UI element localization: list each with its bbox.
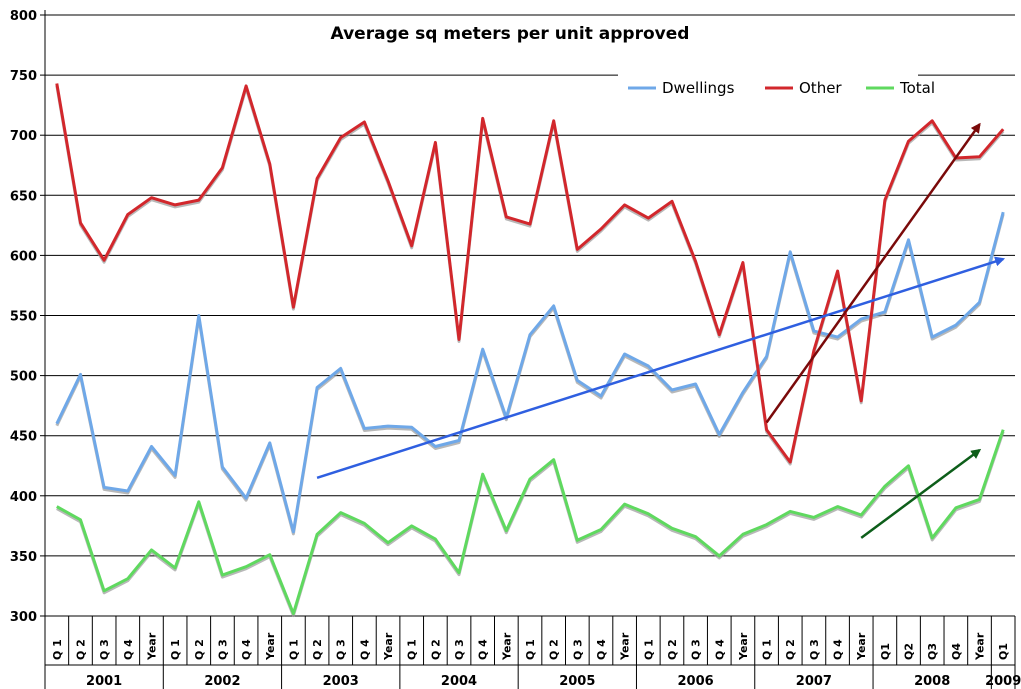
x-tick-label-1: Q 2 <box>74 639 87 660</box>
x-tick-label-15: Q 1 <box>406 639 419 660</box>
x-tick-label-4: Year <box>145 632 158 661</box>
x-tick-label-9: Year <box>264 632 277 661</box>
series-lines <box>55 83 1005 618</box>
x-tick-label-2: Q 3 <box>98 639 111 660</box>
series-shadow-other <box>55 85 1005 466</box>
x-tick-label-38: Q4 <box>950 643 963 660</box>
y-tick-label-400: 400 <box>10 490 37 505</box>
year-label-2004: 2004 <box>441 674 477 689</box>
x-tick-label-34: Year <box>855 632 868 661</box>
x-tick-label-35: Q1 <box>879 643 892 660</box>
year-group-labels: 2001 2002 2003 2004 2005 2006 2007 2008 2009 <box>86 665 1021 689</box>
x-tick-label-33: Q 4 <box>832 639 845 660</box>
x-tick-label-29: Year <box>737 632 750 661</box>
total-trend-arrow <box>860 448 982 539</box>
legend-label-dwellings: Dwellings <box>662 79 735 97</box>
y-tick-label-650: 650 <box>10 189 37 204</box>
x-tick-label-3: Q 4 <box>122 639 135 660</box>
x-tick-label-11: Q 2 <box>311 639 324 660</box>
y-tick-label-500: 500 <box>10 370 37 385</box>
x-tick-label-0: Q 1 <box>51 639 64 660</box>
year-label-2005: 2005 <box>559 674 595 689</box>
x-tick-label-16: Q 2 <box>429 639 442 660</box>
year-label-2006: 2006 <box>678 674 714 689</box>
x-tick-label-39: Year <box>974 632 987 661</box>
x-tick-label-8: Q 4 <box>240 639 253 660</box>
x-tick-label-37: Q3 <box>926 643 939 660</box>
x-tick-label-36: Q2 <box>903 643 916 660</box>
x-tick-label-14: Year <box>382 632 395 661</box>
chart-title: Average sq meters per unit approved <box>331 24 690 44</box>
x-tick-label-12: Q 3 <box>335 639 348 660</box>
x-tick-label-19: Year <box>500 632 513 661</box>
x-tick-label-20: Q 1 <box>524 639 537 660</box>
dwellings-trend-arrow <box>316 256 1006 479</box>
x-tick-label-25: Q 1 <box>642 639 655 660</box>
axes <box>44 10 1015 689</box>
x-tick-label-24: Year <box>619 632 632 661</box>
x-axis-ticks: Q 1 Q 2 Q 3 Q 4 Year Q 1 Q 2 Q 3 Q 4 Year Q 1 Q 2 Q … <box>44 616 1016 665</box>
x-tick-label-17: Q 3 <box>453 639 466 660</box>
x-tick-label-10: Q 1 <box>287 639 300 660</box>
x-tick-label-23: Q 4 <box>595 639 608 660</box>
series-shadow-total <box>56 431 1005 618</box>
x-tick-label-26: Q 2 <box>666 639 679 660</box>
x-tick-label-21: Q 2 <box>548 639 561 660</box>
legend-label-total: Total <box>899 79 935 97</box>
year-label-2008: 2008 <box>914 674 950 689</box>
x-tick-label-28: Q 4 <box>713 639 726 660</box>
year-label-2009: 2009 <box>985 674 1021 689</box>
trend-arrows <box>316 122 1006 539</box>
y-tick-label-300: 300 <box>10 610 37 625</box>
x-tick-label-7: Q 3 <box>216 639 229 660</box>
legend-label-other: Other <box>799 79 842 97</box>
x-tick-label-5: Q 1 <box>169 639 182 660</box>
y-tick-label-600: 600 <box>10 249 37 264</box>
series-line-other <box>55 83 1005 464</box>
series-line-total <box>56 429 1005 616</box>
y-tick-label-800: 800 <box>10 9 37 24</box>
x-tick-label-32: Q 3 <box>808 639 821 660</box>
x-tick-label-6: Q 2 <box>193 639 206 660</box>
x-tick-label-18: Q 4 <box>477 639 490 660</box>
year-label-2003: 2003 <box>323 674 359 689</box>
y-tick-label-550: 550 <box>10 310 37 325</box>
year-label-2002: 2002 <box>204 674 240 689</box>
y-tick-label-350: 350 <box>10 550 37 565</box>
year-label-2007: 2007 <box>796 674 832 689</box>
y-tick-label-700: 700 <box>10 129 37 144</box>
x-tick-label-27: Q 3 <box>690 639 703 660</box>
title-background <box>305 18 715 48</box>
y-axis-ticks: 300 350 400 450 500 550 600 650 700 750 800 <box>10 9 45 625</box>
series-line-dwellings <box>55 211 1005 534</box>
x-tick-label-22: Q 3 <box>571 639 584 660</box>
y-tick-label-750: 750 <box>10 69 37 84</box>
year-label-2001: 2001 <box>86 674 122 689</box>
legend: Dwellings Other Total <box>618 74 935 104</box>
other-trend-arrow <box>765 122 981 424</box>
y-tick-label-450: 450 <box>10 430 37 445</box>
x-tick-label-30: Q 1 <box>761 639 774 660</box>
x-tick-label-40: Q1 <box>997 643 1010 660</box>
x-tick-label-13: Q 4 <box>358 639 371 660</box>
x-tick-label-31: Q 2 <box>784 639 797 660</box>
series-shadow-dwellings <box>55 213 1005 536</box>
